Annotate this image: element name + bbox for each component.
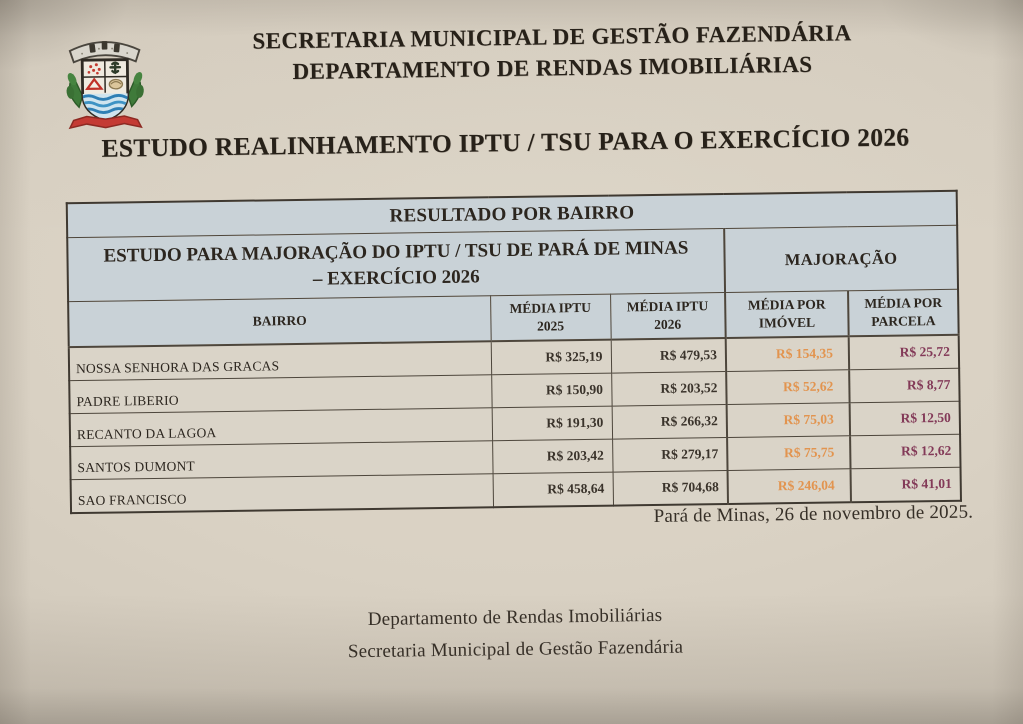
cell-media-imovel: R$ 154,35 <box>725 336 850 372</box>
cell-media-2025: R$ 325,19 <box>490 339 612 375</box>
cell-media-parcela: R$ 25,72 <box>848 334 960 370</box>
letterhead: SECRETARIA MUNICIPAL DE GESTÃO FAZENDÁRI… <box>125 15 979 89</box>
subheader-majoracao: MAJORAÇÃO <box>724 225 959 293</box>
cell-media-2026: R$ 704,68 <box>612 470 729 506</box>
cell-media-2025: R$ 458,64 <box>492 472 614 508</box>
column-header-bairro: BAIRRO <box>68 295 491 348</box>
cell-media-2025: R$ 191,30 <box>491 406 613 441</box>
subheader-estudo: ESTUDO PARA MAJORAÇÃO DO IPTU / TSU DE P… <box>67 228 726 302</box>
cell-media-2025: R$ 203,42 <box>492 439 613 474</box>
cell-media-2026: R$ 479,53 <box>610 338 727 374</box>
cell-media-parcela: R$ 41,01 <box>850 467 962 503</box>
column-header-media-2026: MÉDIA IPTU 2026 <box>610 292 726 340</box>
cell-media-parcela: R$ 12,50 <box>849 401 961 436</box>
cell-media-parcela: R$ 8,77 <box>849 368 960 403</box>
cell-media-imovel: R$ 75,75 <box>727 435 851 471</box>
column-header-media-2025: MÉDIA IPTU 2025 <box>490 294 611 342</box>
cell-media-2026: R$ 203,52 <box>611 371 727 407</box>
cell-media-2025: R$ 150,90 <box>491 373 612 408</box>
resultado-por-bairro-table: RESULTADO POR BAIRRO ESTUDO PARA MAJORAÇ… <box>65 189 963 515</box>
cell-media-imovel: R$ 52,62 <box>726 369 850 405</box>
cell-media-imovel: R$ 246,04 <box>727 468 851 504</box>
cell-media-imovel: R$ 75,03 <box>726 402 851 438</box>
municipal-coat-of-arms-icon <box>57 29 152 130</box>
dateline: Pará de Minas, 26 de novembro de 2025. <box>653 501 974 528</box>
column-header-media-imovel: MÉDIA POR IMÓVEL <box>725 290 849 339</box>
column-header-media-parcela: MÉDIA POR PARCELA <box>848 289 959 337</box>
cell-bairro: SAO FRANCISCO <box>70 473 494 514</box>
signature-block: Departamento de Rendas Imobiliárias Secr… <box>3 595 1023 673</box>
cell-media-2026: R$ 266,32 <box>611 404 728 440</box>
cell-media-2026: R$ 279,17 <box>612 437 728 473</box>
cell-media-parcela: R$ 12,62 <box>850 434 961 469</box>
